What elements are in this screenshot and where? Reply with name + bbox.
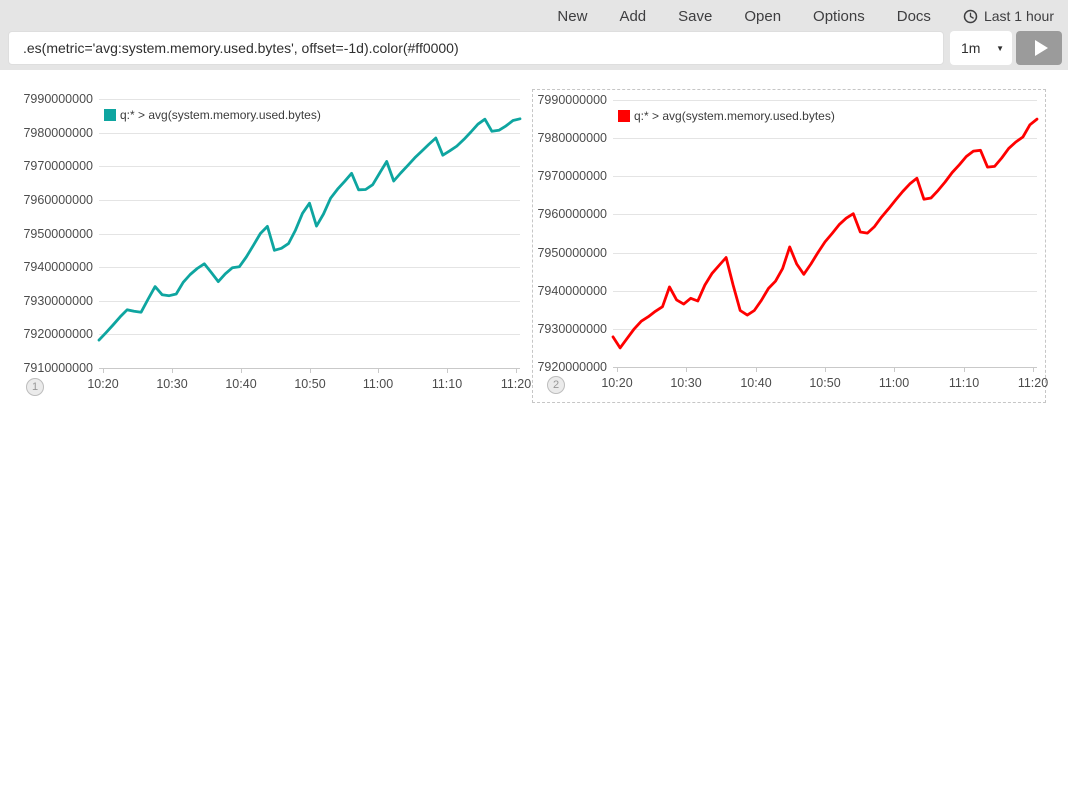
time-picker-label: Last 1 hour bbox=[983, 8, 1054, 24]
gridline bbox=[613, 138, 1037, 139]
x-axis-label: 10:50 bbox=[294, 377, 326, 391]
x-axis-label: 10:20 bbox=[87, 377, 119, 391]
tick-mark bbox=[1033, 368, 1034, 372]
tick-mark bbox=[310, 369, 311, 373]
interval-value: 1m bbox=[961, 40, 981, 56]
legend: q:* > avg(system.memory.used.bytes) bbox=[104, 108, 321, 122]
series-line bbox=[611, 117, 1039, 350]
chevron-down-icon: ▼ bbox=[996, 43, 1004, 53]
gridline bbox=[99, 166, 520, 167]
tick-mark bbox=[686, 368, 687, 372]
nav-item-new[interactable]: New bbox=[557, 7, 588, 25]
y-axis-label: 7930000000 bbox=[23, 294, 93, 308]
y-axis-label: 7980000000 bbox=[537, 131, 607, 145]
x-axis-label: 11:20 bbox=[1017, 376, 1049, 390]
gridline bbox=[99, 99, 520, 100]
x-axis-label: 11:00 bbox=[362, 377, 394, 391]
gridline bbox=[99, 301, 520, 302]
legend: q:* > avg(system.memory.used.bytes) bbox=[618, 109, 835, 123]
x-axis-label: 11:20 bbox=[500, 377, 532, 391]
gridline bbox=[99, 200, 520, 201]
top-bar: New Add Save Open Options Docs Last 1 ho… bbox=[0, 0, 1068, 70]
y-axis-label: 7920000000 bbox=[23, 327, 93, 341]
gridline bbox=[613, 100, 1037, 101]
gridline bbox=[613, 329, 1037, 330]
y-axis-label: 7960000000 bbox=[537, 207, 607, 221]
clock-icon bbox=[963, 9, 978, 24]
nav-item-add[interactable]: Add bbox=[619, 7, 647, 25]
x-axis-label: 10:50 bbox=[809, 376, 841, 390]
timelion-chart-1[interactable]: 7990000000 7980000000 7970000000 7960000000… bbox=[20, 88, 531, 404]
tick-mark bbox=[894, 368, 895, 372]
gridline bbox=[613, 253, 1037, 254]
tick-mark bbox=[103, 369, 104, 373]
nav-item-save[interactable]: Save bbox=[678, 7, 713, 25]
x-axis-label: 10:20 bbox=[601, 376, 633, 390]
tick-mark bbox=[378, 369, 379, 373]
series-line bbox=[97, 117, 522, 342]
y-axis-label: 7940000000 bbox=[23, 260, 93, 274]
x-axis-label: 11:00 bbox=[878, 376, 910, 390]
tick-mark bbox=[964, 368, 965, 372]
y-axis-label: 7910000000 bbox=[23, 361, 93, 375]
y-axis-label: 7950000000 bbox=[537, 246, 607, 260]
timelion-chart-2[interactable]: 7990000000 7980000000 7970000000 7960000000… bbox=[532, 89, 1048, 403]
gridline bbox=[99, 267, 520, 268]
x-axis-label: 11:10 bbox=[431, 377, 463, 391]
nav-item-options[interactable]: Options bbox=[813, 7, 865, 25]
x-axis-label: 10:40 bbox=[225, 377, 257, 391]
y-axis-label: 7990000000 bbox=[537, 93, 607, 107]
tick-mark bbox=[447, 369, 448, 373]
y-axis-label: 7940000000 bbox=[537, 284, 607, 298]
chart-badge: 1 bbox=[26, 378, 44, 396]
y-axis-label: 7950000000 bbox=[23, 227, 93, 241]
legend-swatch bbox=[104, 109, 116, 121]
y-axis-label: 7970000000 bbox=[23, 159, 93, 173]
chart-badge: 2 bbox=[547, 376, 565, 394]
y-axis-label: 7960000000 bbox=[23, 193, 93, 207]
y-axis-label: 7990000000 bbox=[23, 92, 93, 106]
legend-label: q:* > avg(system.memory.used.bytes) bbox=[634, 109, 835, 123]
gridline bbox=[613, 214, 1037, 215]
gridline bbox=[99, 334, 520, 335]
query-input[interactable] bbox=[8, 31, 944, 65]
y-axis-label: 7930000000 bbox=[537, 322, 607, 336]
tick-mark bbox=[617, 368, 618, 372]
y-axis-label: 7970000000 bbox=[537, 169, 607, 183]
nav-item-open[interactable]: Open bbox=[744, 7, 782, 25]
legend-swatch bbox=[618, 110, 630, 122]
nav-item-docs[interactable]: Docs bbox=[896, 7, 931, 25]
main-nav: New Add Save Open Options Docs Last 1 ho… bbox=[557, 0, 1054, 32]
interval-select[interactable]: 1m ▼ bbox=[950, 31, 1012, 65]
x-axis-label: 10:40 bbox=[740, 376, 772, 390]
gridline bbox=[99, 368, 520, 369]
tick-mark bbox=[825, 368, 826, 372]
time-picker-button[interactable]: Last 1 hour bbox=[963, 8, 1054, 24]
x-axis-label: 10:30 bbox=[156, 377, 188, 391]
legend-label: q:* > avg(system.memory.used.bytes) bbox=[120, 108, 321, 122]
gridline bbox=[613, 367, 1037, 368]
y-axis-label: 7980000000 bbox=[23, 126, 93, 140]
tick-mark bbox=[756, 368, 757, 372]
gridline bbox=[613, 291, 1037, 292]
gridline bbox=[99, 234, 520, 235]
gridline bbox=[99, 133, 520, 134]
tick-mark bbox=[172, 369, 173, 373]
tick-mark bbox=[241, 369, 242, 373]
play-icon bbox=[1034, 40, 1048, 56]
y-axis-label: 7920000000 bbox=[537, 360, 607, 374]
tick-mark bbox=[516, 369, 517, 373]
gridline bbox=[613, 176, 1037, 177]
x-axis-label: 11:10 bbox=[948, 376, 980, 390]
x-axis-label: 10:30 bbox=[670, 376, 702, 390]
run-button[interactable] bbox=[1016, 31, 1062, 65]
